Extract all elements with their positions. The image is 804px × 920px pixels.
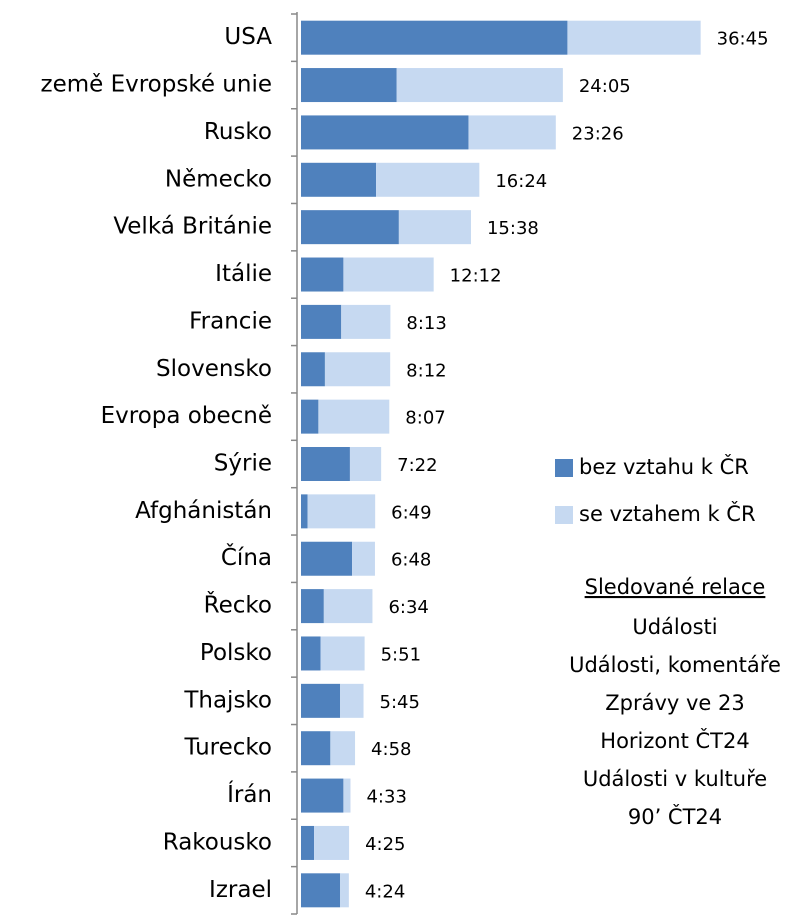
bar-segment (340, 683, 364, 718)
total-label: 4:33 (366, 787, 406, 808)
bar-segment (396, 68, 563, 103)
category-label: Afghánistán (135, 498, 272, 524)
bar-segment (343, 778, 351, 813)
bar-segment (301, 494, 308, 529)
bar-segment (301, 589, 324, 624)
bar-segment (323, 589, 373, 624)
annotation-line: Události v kultuře (583, 767, 767, 791)
bar-segment (301, 447, 350, 481)
bar-segment (376, 162, 480, 197)
total-label: 15:38 (487, 218, 539, 239)
total-label: 16:24 (495, 171, 547, 192)
total-label: 4:58 (371, 739, 411, 760)
bar-segment (314, 825, 350, 860)
bar-segment (301, 873, 341, 908)
bar-segment (307, 494, 376, 529)
category-label: Velká Británie (113, 214, 272, 240)
total-label: 24:05 (579, 76, 631, 97)
category-label: Sýrie (214, 451, 272, 477)
annotation-line: Události, komentáře (569, 653, 781, 677)
category-label: Slovensko (156, 356, 272, 382)
bar-segment (301, 636, 321, 671)
category-label: Thajsko (183, 687, 272, 713)
bar-segment (301, 20, 568, 55)
total-label: 12:12 (450, 266, 502, 287)
total-label: 8:12 (406, 360, 446, 381)
bar-segment (301, 778, 344, 813)
total-label: 4:24 (365, 881, 405, 902)
bar-segment (398, 210, 471, 245)
bar-segment (343, 257, 434, 292)
total-label: 8:07 (405, 408, 445, 429)
category-label: Rakousko (163, 829, 272, 855)
bar-segment (301, 399, 319, 434)
total-label: 8:13 (406, 313, 446, 334)
category-label: Itálie (215, 261, 272, 287)
bar-segment (349, 447, 382, 481)
total-label: 4:25 (365, 834, 405, 855)
bar-segment (468, 115, 556, 150)
bar-segment (301, 115, 469, 150)
annotation-line: 90’ ČT24 (628, 804, 722, 829)
bar-segment (340, 873, 349, 908)
category-label: Francie (189, 308, 272, 334)
category-label: Turecko (184, 735, 272, 761)
bar-segment (301, 304, 342, 339)
annotation-line: Zprávy ve 23 (605, 691, 745, 715)
category-label: Izrael (209, 877, 272, 903)
bar-segment (301, 683, 341, 718)
bar-segment (301, 257, 344, 292)
category-label: Írán (227, 780, 272, 808)
bar-segment (324, 352, 391, 387)
total-label: 6:48 (391, 550, 431, 571)
category-label: Evropa obecně (101, 403, 272, 429)
legend-swatch (555, 506, 573, 524)
bar-segment (320, 636, 365, 671)
category-label: Polsko (200, 640, 272, 666)
category-label: Řecko (204, 591, 272, 619)
bar-segment (341, 304, 391, 339)
annotation-title: Sledované relace (585, 575, 766, 599)
legend-label: se vztahem k ČR (579, 501, 756, 526)
bar-segment (301, 352, 325, 387)
bar-segment (330, 731, 356, 766)
legend-label: bez vztahu k ČR (579, 454, 749, 479)
bar-segment (301, 825, 315, 860)
bar-segment (352, 541, 375, 576)
annotation-line: Horizont ČT24 (600, 728, 749, 753)
bar-segment (301, 68, 397, 103)
annotation-line: Události (632, 615, 717, 639)
legend-swatch (555, 459, 573, 477)
bar-segment (301, 162, 377, 197)
total-label: 5:51 (381, 644, 421, 665)
total-label: 6:34 (388, 597, 428, 618)
total-label: 5:45 (380, 692, 420, 713)
total-label: 36:45 (717, 29, 769, 50)
category-label: Německo (165, 166, 272, 192)
category-label: země Evropské unie (41, 72, 273, 98)
category-label: USA (224, 24, 272, 50)
total-label: 23:26 (572, 123, 624, 144)
bar-segment (301, 731, 331, 766)
bar-segment (318, 399, 390, 434)
category-label: Čína (221, 543, 272, 571)
bar-segment (567, 20, 701, 55)
category-label: Rusko (204, 119, 272, 145)
bar-segment (301, 541, 353, 576)
bar-segment (301, 210, 399, 245)
total-label: 7:22 (397, 455, 437, 476)
total-label: 6:49 (391, 502, 431, 523)
